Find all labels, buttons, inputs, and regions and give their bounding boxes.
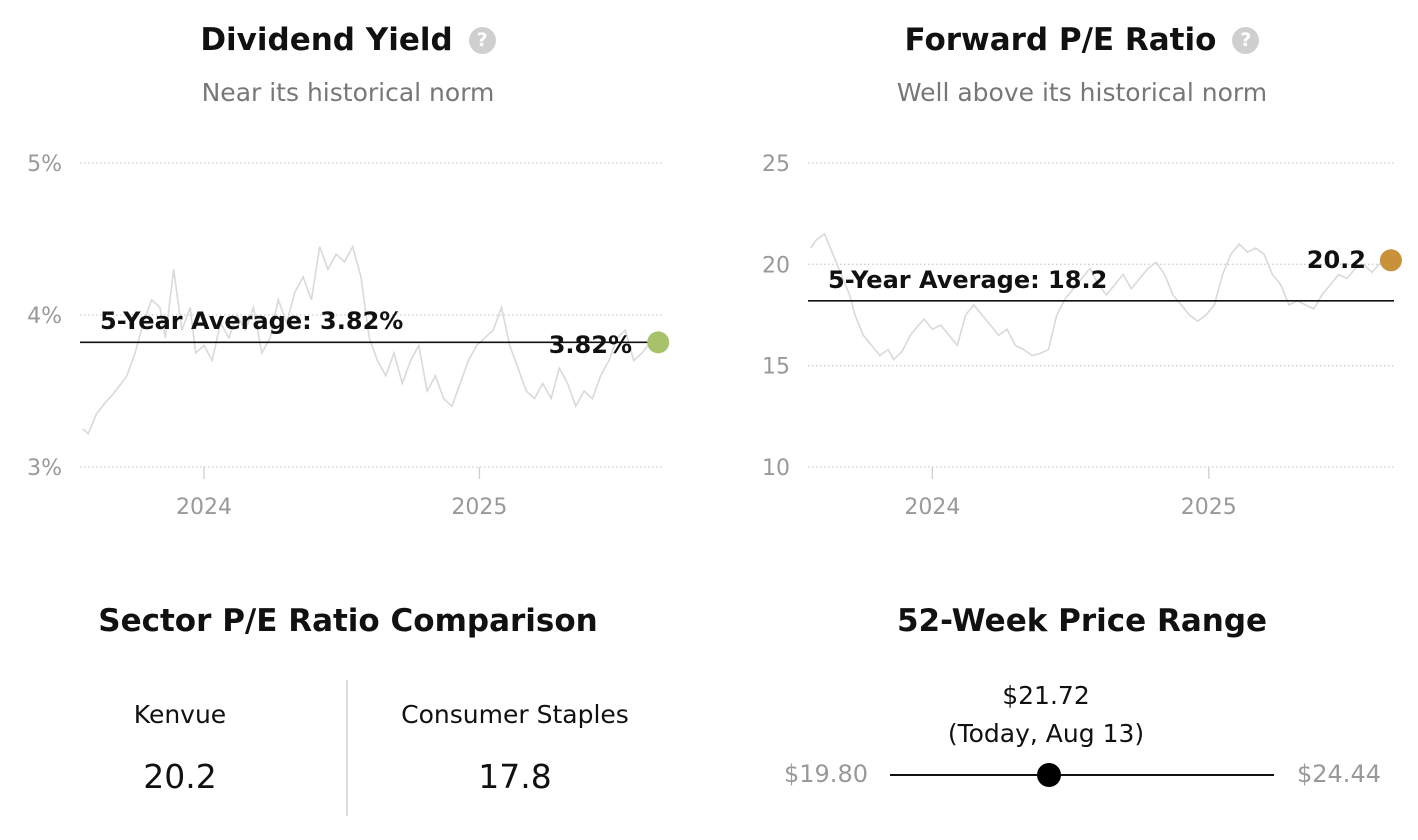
range-low-label: $19.80 — [784, 760, 868, 788]
sector-name: Consumer Staples — [401, 700, 629, 729]
current-value-marker[interactable] — [1379, 249, 1402, 272]
current-price-label: $21.72 (Today, Aug 13) — [900, 677, 1192, 753]
y-tick-label: 25 — [762, 152, 790, 177]
question-circle-icon[interactable]: ? — [1232, 27, 1260, 54]
x-tick-label: 2024 — [904, 495, 960, 520]
pe-subtitle: Well above its historical norm — [896, 78, 1268, 107]
sector-left-column: Kenvue 20.2 — [40, 700, 320, 796]
x-tick-label: 2025 — [1181, 495, 1237, 520]
current-value-label: 20.2 — [1307, 246, 1366, 274]
dividend-title: Dividend Yield? — [110, 22, 586, 58]
y-tick-label: 15 — [762, 355, 790, 380]
dividend-title-text: Dividend Yield — [200, 22, 453, 58]
dividend-yield-chart: 3% 4% 5% 2024 2025 5-Year Average: 3.82% 3.… — [27, 152, 670, 520]
company-name: Kenvue — [133, 700, 227, 729]
y-tick-label: 10 — [762, 456, 790, 481]
history-line — [810, 232, 1384, 361]
current-price: $21.72 — [1002, 681, 1090, 710]
average-label: 5-Year Average: 18.2 — [828, 266, 1107, 294]
range-track — [890, 774, 1274, 776]
sector-title: Sector P/E Ratio Comparison — [98, 603, 598, 639]
range-high-label: $24.44 — [1297, 760, 1381, 788]
column-divider — [346, 680, 348, 816]
y-tick-label: 3% — [27, 456, 62, 481]
x-tick-label: 2025 — [451, 495, 507, 520]
question-circle-icon[interactable]: ? — [468, 27, 496, 54]
current-date-note: (Today, Aug 13) — [947, 719, 1145, 748]
average-label: 5-Year Average: 3.82% — [100, 307, 403, 335]
current-value-label: 3.82% — [549, 331, 632, 359]
dividend-subtitle: Near its historical norm — [201, 78, 495, 107]
y-tick-label: 20 — [762, 253, 790, 278]
sector-right-column: Consumer Staples 17.8 — [370, 700, 660, 796]
sector-pe-value: 17.8 — [478, 757, 552, 796]
y-tick-label: 5% — [27, 152, 62, 177]
current-price-marker[interactable] — [1036, 763, 1061, 787]
range-title: 52-Week Price Range — [896, 603, 1268, 639]
current-value-marker[interactable] — [647, 331, 670, 354]
x-tick-label: 2024 — [176, 495, 232, 520]
pe-title: Forward P/E Ratio? — [840, 22, 1324, 58]
y-tick-label: 4% — [27, 304, 62, 329]
pe-title-text: Forward P/E Ratio — [904, 22, 1217, 58]
company-pe-value: 20.2 — [143, 757, 217, 796]
history-line — [82, 244, 651, 435]
